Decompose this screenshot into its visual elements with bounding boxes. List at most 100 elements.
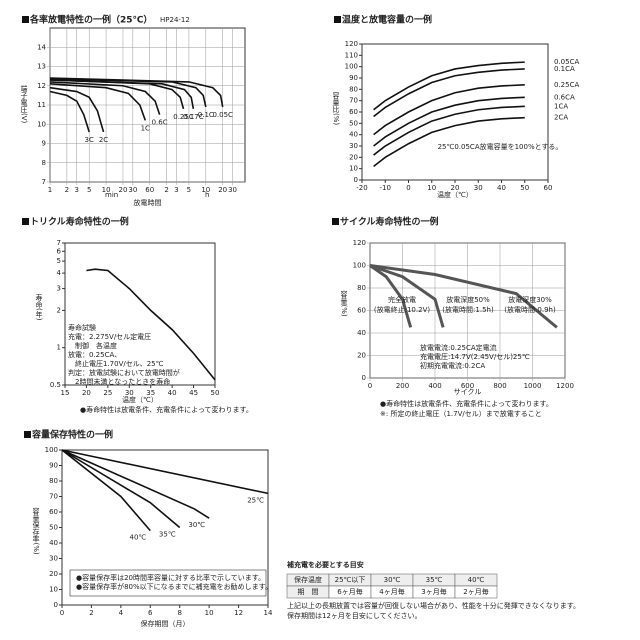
y-tick-label: 12 xyxy=(37,82,46,90)
series-label: 0.25CA xyxy=(554,81,579,89)
x-tick-label: 1000 xyxy=(524,382,542,390)
footnote: ●寿命特性は放電条件、充電条件によって変わります。 xyxy=(380,399,553,408)
series-line xyxy=(373,96,525,147)
series-sublabel: (放電終止:10.2V) xyxy=(374,305,430,314)
y-axis-label: 寿命(年) xyxy=(35,293,43,321)
series-line xyxy=(373,105,525,156)
x-tick-label: 2 xyxy=(164,186,168,194)
y-tick-label: 80 xyxy=(357,284,366,292)
x-tick-label: 5 xyxy=(187,186,191,194)
series-line xyxy=(49,77,224,108)
x-tick-label: 40 xyxy=(168,389,177,397)
note-box xyxy=(69,569,267,597)
y-tick-label: 50 xyxy=(49,524,58,532)
x-tick-label: 1200 xyxy=(556,382,574,390)
x-axis-label: 放電時間 xyxy=(134,198,162,207)
series-label: 放電深度50% xyxy=(446,295,490,304)
x-tick-label: 30 xyxy=(125,389,134,397)
y-tick-label: 0 xyxy=(362,374,366,382)
x-tick-label: 8 xyxy=(177,609,181,617)
x-tick-label: 60 xyxy=(544,184,553,192)
y-axis-label: 容量保存率(%) xyxy=(32,507,40,555)
note: 充電：2.275V/セル定電圧 xyxy=(68,332,151,341)
y-tick-label: 60 xyxy=(49,508,58,516)
series-label: 1CA xyxy=(554,102,568,110)
series-label: 2CA xyxy=(554,114,568,122)
series-line xyxy=(61,449,269,495)
x-tick-label: 10 xyxy=(427,184,436,192)
series-label: 30℃ xyxy=(188,521,205,529)
y-tick-label: 40 xyxy=(357,329,366,337)
note: 終止電圧1.70V/セル、25℃ xyxy=(68,359,164,368)
series-label: 0.05C xyxy=(212,111,233,119)
series-label: 放電深度30% xyxy=(508,295,552,304)
chart-title: 各率放電特性の一例（25℃） xyxy=(29,14,152,26)
x-tick-label: 6 xyxy=(148,609,153,617)
x-tick-label: 4 xyxy=(119,609,124,617)
note: 初期充電電流:0.2CA xyxy=(420,361,485,370)
table-text: 6ヶ月毎 xyxy=(337,587,362,596)
x-axis-label: 温度（℃） xyxy=(437,190,473,199)
y-tick-label: 100 xyxy=(353,262,366,270)
series-line xyxy=(49,79,195,109)
series-label: 25℃ xyxy=(247,496,264,504)
table-text: 4ヶ月毎 xyxy=(379,587,404,596)
series-line xyxy=(373,116,525,168)
note: ●容量保存率が80%以下になるまでに補充電をお勧めします。 xyxy=(76,582,272,591)
x-tick-label: 10 xyxy=(201,186,210,194)
note: 制御 各温度 xyxy=(68,341,117,350)
title-marker xyxy=(24,431,31,438)
series-line xyxy=(49,83,147,121)
series-sublabel: (放電時間:1.5h) xyxy=(442,305,494,314)
y-tick-label: 80 xyxy=(349,85,358,93)
series-line xyxy=(86,268,216,381)
y-tick-label: 60 xyxy=(349,108,358,116)
chart-title: 容量保存特性の一例 xyxy=(31,429,113,441)
footnote: ●寿命特性は放電条件、充電条件によって変わります。 xyxy=(80,405,253,414)
x-tick-label: 1 xyxy=(48,186,52,194)
x-tick-label: 30 xyxy=(474,184,483,192)
y-tick-label: 1 xyxy=(57,344,61,352)
series-line xyxy=(61,449,181,529)
x-tick-label: 2 xyxy=(65,186,69,194)
x-tick-label: 20 xyxy=(119,186,128,194)
series-label: 35℃ xyxy=(159,531,176,539)
series-label: 0.25C xyxy=(173,113,194,121)
x-axis-label: サイクル xyxy=(454,388,482,396)
y-tick-label: 40 xyxy=(349,131,358,139)
series-label: 0.1CA xyxy=(554,65,575,73)
table-title: 補充電を必要とする目安 xyxy=(286,560,364,569)
y-tick-label: 70 xyxy=(349,97,358,105)
series-label: 1C xyxy=(141,124,150,132)
table-cell xyxy=(454,585,498,599)
table-text: 25℃以下 xyxy=(335,576,366,584)
y-tick-label: 10 xyxy=(349,165,358,173)
x-tick-label: 25 xyxy=(103,389,112,397)
note: 判定：放電試験において放電時間が xyxy=(68,368,180,377)
note: 放電：0.25CA、 xyxy=(68,350,121,359)
y-tick-label: 120 xyxy=(353,239,366,247)
series-label: 0.1C xyxy=(198,111,214,119)
series-label: 40℃ xyxy=(130,534,147,542)
y-tick-label: 20 xyxy=(49,570,58,578)
y-tick-label: 9 xyxy=(42,140,46,148)
title-marker xyxy=(22,16,29,23)
series-line xyxy=(373,84,525,136)
y-tick-label: 0 xyxy=(54,601,58,609)
chart-title: 温度と放電容量の一例 xyxy=(342,14,432,26)
y-tick-label: 10 xyxy=(49,586,58,594)
series-label: 0.17C xyxy=(183,113,204,121)
x-tick-label: 200 xyxy=(396,382,409,390)
title-marker xyxy=(334,16,341,23)
y-tick-label: 90 xyxy=(349,74,358,82)
x-tick-label: 10 xyxy=(205,609,214,617)
y-tick-label: 0 xyxy=(354,176,358,184)
x-tick-label: 0 xyxy=(406,184,410,192)
y-tick-label: 50 xyxy=(349,119,358,127)
y-tick-label: 40 xyxy=(49,539,58,547)
table-note: 保存期間は12ヶ月を目安にしてください。 xyxy=(287,611,422,620)
x-unit: h xyxy=(205,191,209,199)
y-tick-label: 60 xyxy=(357,307,366,315)
y-tick-label: 110 xyxy=(345,51,358,59)
y-tick-label: 3 xyxy=(57,285,61,293)
